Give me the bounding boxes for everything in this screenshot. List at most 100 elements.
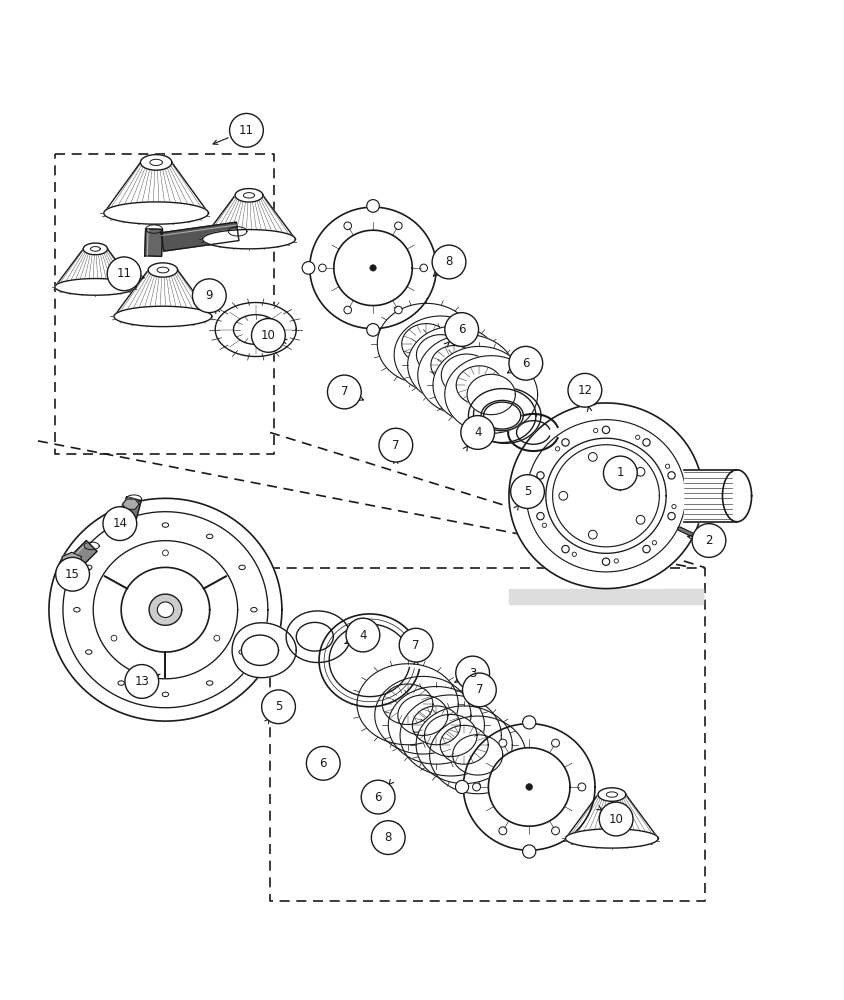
Circle shape: [572, 552, 576, 556]
Circle shape: [668, 512, 675, 520]
Polygon shape: [430, 716, 526, 794]
Text: 11: 11: [239, 124, 254, 137]
Circle shape: [456, 780, 468, 794]
Polygon shape: [118, 681, 124, 685]
Circle shape: [526, 784, 533, 790]
Polygon shape: [241, 564, 244, 570]
Circle shape: [344, 306, 351, 314]
Text: 7: 7: [341, 385, 348, 398]
Circle shape: [562, 545, 569, 553]
Circle shape: [461, 416, 495, 449]
Circle shape: [636, 467, 645, 476]
Circle shape: [692, 524, 726, 557]
Polygon shape: [55, 279, 136, 295]
Polygon shape: [104, 162, 208, 213]
Circle shape: [379, 428, 413, 462]
Ellipse shape: [207, 681, 213, 685]
Circle shape: [103, 507, 137, 541]
Polygon shape: [433, 346, 526, 424]
Polygon shape: [416, 335, 465, 375]
Circle shape: [568, 373, 602, 407]
Circle shape: [588, 530, 598, 539]
Polygon shape: [473, 388, 541, 443]
Circle shape: [643, 545, 650, 553]
Circle shape: [509, 346, 543, 380]
Polygon shape: [398, 695, 448, 735]
Circle shape: [419, 264, 427, 272]
Text: 3: 3: [469, 667, 476, 680]
Polygon shape: [509, 403, 703, 589]
Polygon shape: [463, 724, 595, 850]
Polygon shape: [122, 499, 139, 509]
Polygon shape: [144, 229, 163, 256]
Polygon shape: [402, 324, 451, 364]
Circle shape: [552, 739, 560, 747]
Circle shape: [361, 780, 395, 814]
Polygon shape: [334, 230, 412, 306]
Polygon shape: [441, 725, 488, 764]
Polygon shape: [140, 155, 172, 170]
Text: 8: 8: [385, 831, 392, 844]
Polygon shape: [388, 687, 484, 764]
Text: 8: 8: [446, 255, 452, 268]
Polygon shape: [121, 497, 141, 524]
Polygon shape: [553, 445, 659, 547]
Polygon shape: [509, 589, 703, 604]
Text: 2: 2: [706, 534, 712, 547]
Circle shape: [499, 827, 506, 835]
Polygon shape: [203, 230, 295, 249]
Polygon shape: [241, 649, 244, 655]
Polygon shape: [416, 706, 512, 784]
Text: 5: 5: [275, 700, 282, 713]
Circle shape: [603, 456, 637, 490]
Polygon shape: [425, 714, 477, 757]
Circle shape: [107, 257, 141, 291]
Polygon shape: [87, 564, 90, 570]
Circle shape: [578, 783, 586, 791]
Polygon shape: [375, 676, 471, 754]
Text: 1: 1: [617, 466, 624, 479]
Ellipse shape: [251, 607, 257, 612]
Circle shape: [125, 665, 159, 698]
Polygon shape: [114, 306, 212, 327]
Polygon shape: [62, 552, 81, 569]
Text: 12: 12: [577, 384, 592, 397]
Polygon shape: [489, 748, 570, 826]
Polygon shape: [87, 649, 90, 655]
Polygon shape: [565, 829, 658, 848]
Ellipse shape: [207, 534, 213, 539]
Circle shape: [344, 222, 352, 230]
Polygon shape: [68, 541, 97, 569]
Text: 15: 15: [65, 568, 80, 581]
Circle shape: [230, 113, 263, 147]
Polygon shape: [232, 623, 296, 678]
Polygon shape: [418, 335, 516, 416]
Circle shape: [511, 475, 544, 508]
Circle shape: [371, 821, 405, 854]
Circle shape: [499, 739, 506, 747]
Polygon shape: [583, 384, 598, 405]
Polygon shape: [467, 374, 516, 415]
Circle shape: [252, 319, 285, 352]
Circle shape: [562, 439, 569, 446]
Polygon shape: [207, 535, 213, 538]
Polygon shape: [445, 356, 538, 433]
Text: 5: 5: [524, 485, 531, 498]
Circle shape: [537, 512, 544, 520]
Ellipse shape: [118, 681, 124, 685]
Polygon shape: [215, 303, 296, 357]
Circle shape: [536, 483, 540, 487]
Polygon shape: [357, 664, 458, 745]
Circle shape: [636, 515, 645, 524]
Ellipse shape: [118, 534, 124, 539]
Polygon shape: [565, 795, 658, 838]
Polygon shape: [49, 498, 282, 721]
Ellipse shape: [239, 650, 246, 654]
Polygon shape: [161, 222, 239, 251]
Circle shape: [306, 746, 340, 780]
Circle shape: [588, 453, 598, 461]
Polygon shape: [394, 316, 487, 394]
Circle shape: [319, 264, 326, 272]
Polygon shape: [235, 189, 262, 202]
Polygon shape: [149, 263, 177, 277]
